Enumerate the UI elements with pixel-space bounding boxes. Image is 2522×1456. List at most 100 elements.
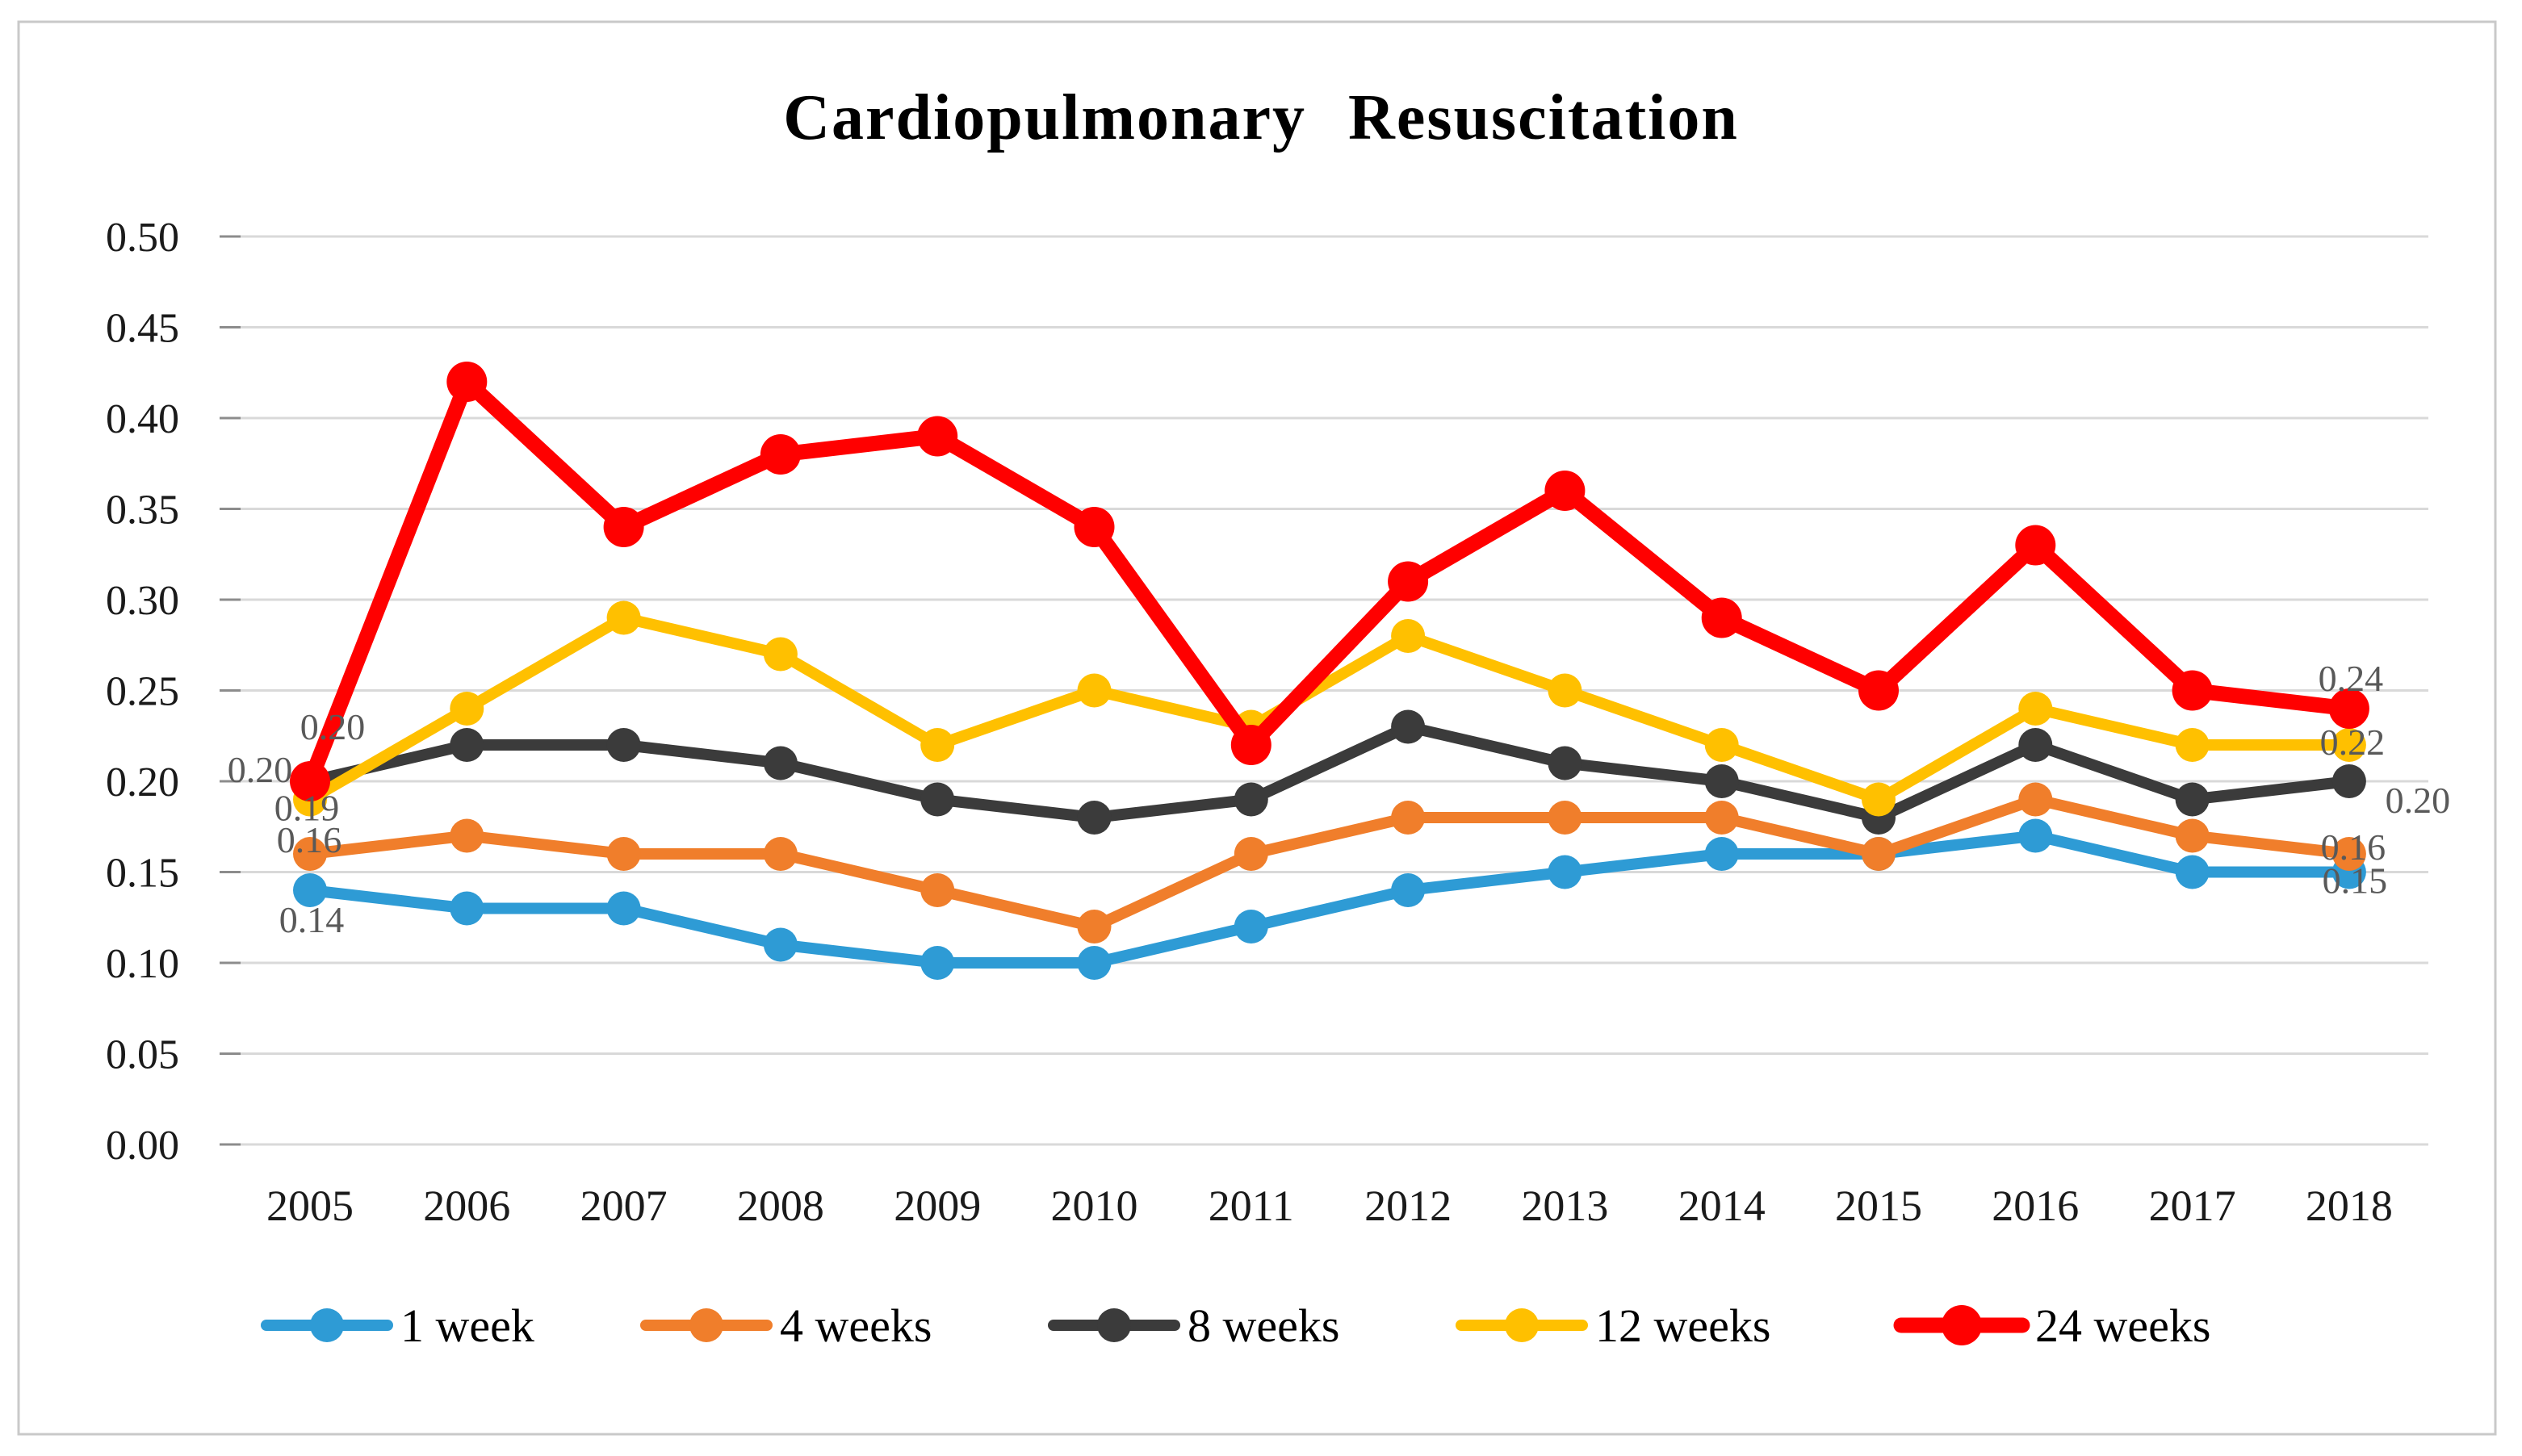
series-line-1-week: [304, 830, 2355, 969]
data-point-8-weeks-2016: [2018, 728, 2053, 762]
data-point-4-weeks-2009: [920, 873, 955, 907]
data-point-4-weeks-2017: [2175, 818, 2210, 853]
x-axis-tick-label: 2016: [1992, 1182, 2079, 1230]
y-axis-tick-label: 0.10: [106, 941, 179, 987]
data-point-4-weeks-2006: [450, 818, 484, 853]
y-axis-tick-label: 0.25: [106, 669, 179, 715]
point-label-last-1-week: 0.15: [2323, 860, 2388, 902]
data-point-4-weeks-2015: [1862, 837, 1896, 871]
data-point-8-weeks-2010: [1077, 801, 1112, 835]
data-point-24-weeks-2005: [290, 761, 330, 801]
data-point-1-week-2011: [1234, 910, 1268, 943]
y-axis-tick-label: 0.40: [106, 396, 179, 442]
series-8-weeks: [293, 709, 2366, 835]
data-point-24-weeks-2012: [1388, 561, 1429, 602]
data-point-4-weeks-2008: [763, 837, 798, 871]
point-label-first-1-week: 0.14: [279, 899, 345, 940]
x-axis-tick-label: 2012: [1364, 1182, 1452, 1230]
data-point-24-weeks-2006: [446, 362, 488, 402]
x-axis-tick-label: 2010: [1051, 1182, 1138, 1230]
data-point-24-weeks-2014: [1701, 597, 1742, 638]
data-point-1-week-2013: [1548, 855, 1582, 889]
legend-dot-marker-icon: [689, 1308, 723, 1342]
data-point-1-week-2016: [2018, 818, 2053, 853]
x-axis-tick-label: 2009: [894, 1182, 981, 1230]
point-label-first-4-weeks: 0.16: [277, 819, 342, 860]
data-point-4-weeks-2014: [1704, 801, 1739, 835]
legend-label: 12 weeks: [1595, 1299, 1770, 1352]
point-label-last-8-weeks: 0.20: [2386, 780, 2451, 821]
data-point-24-weeks-2011: [1230, 725, 1271, 765]
data-point-12-weeks-2008: [763, 637, 798, 672]
series-12-weeks: [293, 600, 2366, 817]
series-line-12-weeks: [304, 612, 2355, 805]
data-point-1-week-2010: [1077, 946, 1112, 980]
x-axis-tick-label: 2008: [737, 1182, 824, 1230]
data-point-4-weeks-2005: [293, 837, 327, 871]
y-axis-tick-label: 0.45: [106, 306, 179, 352]
data-point-12-weeks-2016: [2018, 692, 2053, 726]
data-point-12-weeks-2018: [2331, 728, 2366, 762]
data-point-1-week-2017: [2175, 855, 2210, 889]
data-point-12-weeks-2012: [1391, 619, 1426, 653]
point-label-last-4-weeks: 0.16: [2321, 826, 2386, 868]
legend-item-1-week: 1 week: [261, 1299, 534, 1352]
x-axis-tick-label: 2018: [2306, 1182, 2393, 1230]
legend-item-12-weeks: 12 weeks: [1456, 1299, 1770, 1352]
point-label-first-24-weeks: 0.20: [300, 706, 366, 747]
data-point-8-weeks-2018: [2331, 764, 2366, 798]
legend-label: 8 weeks: [1188, 1299, 1339, 1352]
legend-item-4-weeks: 4 weeks: [640, 1299, 932, 1352]
y-axis-tick-label: 0.00: [106, 1123, 179, 1169]
data-point-1-week-2008: [763, 927, 798, 962]
data-point-12-weeks-2009: [920, 728, 955, 762]
point-label-last-24-weeks: 0.24: [2319, 658, 2384, 699]
data-point-12-weeks-2014: [1704, 728, 1739, 762]
data-point-12-weeks-2010: [1077, 673, 1112, 708]
data-point-12-weeks-2007: [606, 600, 641, 635]
data-point-4-weeks-2013: [1548, 801, 1582, 835]
legend-label: 4 weeks: [780, 1299, 932, 1352]
y-axis-tick-label: 0.35: [106, 487, 179, 533]
data-point-12-weeks-2015: [1862, 782, 1896, 817]
data-point-24-weeks-2008: [760, 434, 801, 475]
data-point-4-weeks-2012: [1391, 801, 1426, 835]
y-axis-tick-label: 0.50: [106, 215, 179, 261]
x-axis-tick-label: 2011: [1209, 1182, 1294, 1230]
series-24-weeks: [290, 362, 2369, 801]
legend-item-24-weeks: 24 weeks: [1893, 1299, 2210, 1352]
series-line-8-weeks: [304, 721, 2355, 823]
data-point-4-weeks-2011: [1234, 837, 1268, 871]
data-point-8-weeks-2011: [1234, 782, 1268, 817]
data-point-4-weeks-2010: [1077, 910, 1112, 943]
data-point-4-weeks-2018: [2331, 837, 2366, 871]
data-point-12-weeks-2013: [1548, 673, 1582, 708]
y-axis-tick-label: 0.20: [106, 759, 179, 805]
data-point-24-weeks-2009: [917, 416, 958, 457]
data-point-24-weeks-2016: [2015, 525, 2056, 566]
series-1-week: [293, 818, 2366, 980]
data-point-12-weeks-2017: [2175, 728, 2210, 762]
x-axis-tick-label: 2017: [2149, 1182, 2236, 1230]
x-axis-tick-label: 2007: [580, 1182, 668, 1230]
data-point-24-weeks-2013: [1544, 471, 1586, 511]
data-point-1-week-2006: [450, 891, 484, 926]
data-point-1-week-2009: [920, 946, 955, 980]
y-axis-tick-label: 0.30: [106, 578, 179, 624]
legend-dot-marker-icon: [1942, 1305, 1982, 1345]
data-point-24-weeks-2007: [603, 507, 644, 547]
data-point-4-weeks-2016: [2018, 782, 2053, 817]
data-point-1-week-2012: [1391, 873, 1426, 907]
legend-label: 1 week: [400, 1299, 534, 1352]
data-point-12-weeks-2006: [450, 692, 484, 726]
data-point-24-weeks-2015: [1858, 670, 1899, 711]
x-axis-tick-label: 2014: [1678, 1182, 1766, 1230]
series-line-24-weeks: [302, 374, 2357, 789]
legend-dot-marker-icon: [1505, 1308, 1539, 1342]
x-axis-tick-label: 2013: [1521, 1182, 1608, 1230]
data-point-8-weeks-2014: [1704, 764, 1739, 798]
data-point-8-weeks-2012: [1391, 709, 1426, 744]
data-point-8-weeks-2008: [763, 746, 798, 780]
legend-dot-marker-icon: [310, 1308, 344, 1342]
